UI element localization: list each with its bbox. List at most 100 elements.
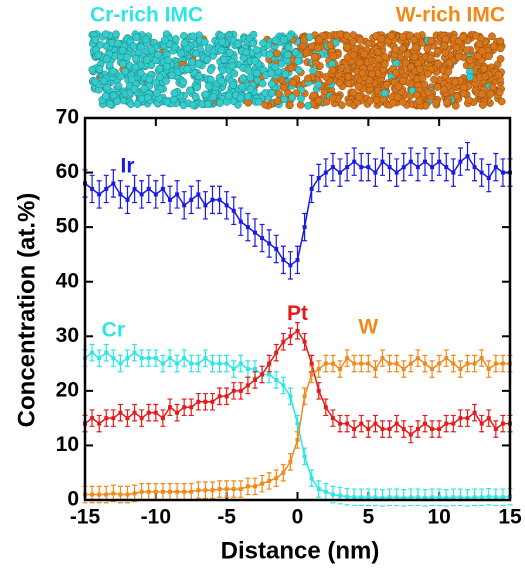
marker xyxy=(465,361,470,366)
marker xyxy=(104,416,109,421)
atom xyxy=(119,59,127,68)
marker xyxy=(281,339,286,344)
atom xyxy=(410,36,418,44)
marker xyxy=(203,399,208,404)
marker xyxy=(97,421,102,426)
marker xyxy=(345,494,350,499)
marker xyxy=(203,356,208,361)
marker xyxy=(380,159,385,164)
atom xyxy=(415,65,424,74)
atom xyxy=(160,36,169,45)
marker xyxy=(309,361,314,366)
atom xyxy=(91,77,100,86)
atom xyxy=(258,79,267,88)
atom xyxy=(113,97,122,106)
atom xyxy=(172,35,180,43)
marker xyxy=(224,361,229,366)
atom xyxy=(218,37,227,46)
atom xyxy=(183,65,192,73)
y-tick-label: 60 xyxy=(56,160,79,183)
legend-label: W xyxy=(358,316,378,339)
marker xyxy=(352,361,357,366)
marker xyxy=(345,356,350,361)
atom xyxy=(349,88,358,97)
marker xyxy=(458,416,463,421)
marker xyxy=(210,399,215,404)
marker xyxy=(437,159,442,164)
atom xyxy=(432,98,440,107)
atom xyxy=(365,76,374,85)
marker xyxy=(437,361,442,366)
marker xyxy=(430,495,435,500)
atom xyxy=(143,93,152,102)
x-tick-label: -5 xyxy=(217,506,236,529)
marker xyxy=(373,367,378,372)
marker xyxy=(451,421,456,426)
atom xyxy=(209,92,218,101)
marker xyxy=(437,495,442,500)
marker xyxy=(274,377,279,382)
atom xyxy=(129,42,138,50)
atom xyxy=(478,47,487,56)
atom xyxy=(445,58,454,67)
atom xyxy=(201,90,210,99)
annotation: Cr-rich IMC xyxy=(90,4,203,27)
marker xyxy=(281,470,286,475)
marker xyxy=(132,410,137,415)
marker xyxy=(330,492,335,497)
marker xyxy=(323,170,328,175)
marker xyxy=(330,361,335,366)
atom xyxy=(288,93,297,102)
marker xyxy=(302,339,307,344)
x-axis-label: Distance (nm) xyxy=(221,537,380,564)
marker xyxy=(451,170,456,175)
y-tick-label: 70 xyxy=(56,106,79,129)
marker xyxy=(231,487,236,492)
marker xyxy=(465,416,470,421)
atom xyxy=(288,78,297,87)
atom xyxy=(261,100,269,109)
marker xyxy=(359,421,364,426)
marker xyxy=(253,377,257,382)
atom xyxy=(249,30,258,39)
atom xyxy=(360,50,369,58)
atom xyxy=(310,53,319,61)
atom xyxy=(480,64,488,73)
atom xyxy=(217,46,226,55)
atom xyxy=(391,45,400,54)
atom xyxy=(497,97,506,106)
atom xyxy=(291,48,300,57)
atom xyxy=(322,73,330,81)
marker xyxy=(316,388,321,393)
atom xyxy=(478,101,487,109)
marker xyxy=(486,176,491,181)
marker xyxy=(267,241,272,246)
marker xyxy=(224,203,229,208)
atom xyxy=(271,36,280,45)
atom xyxy=(358,69,367,78)
marker xyxy=(196,399,201,404)
atom xyxy=(418,74,427,82)
atom xyxy=(113,39,122,48)
marker xyxy=(217,197,222,202)
atom xyxy=(309,91,318,100)
marker xyxy=(90,492,95,497)
marker xyxy=(182,405,187,410)
atom xyxy=(286,101,294,110)
marker xyxy=(302,394,307,399)
marker xyxy=(366,495,371,500)
marker xyxy=(345,421,350,426)
atom xyxy=(268,89,276,97)
atom xyxy=(336,30,345,39)
marker xyxy=(423,495,427,500)
atom xyxy=(220,55,228,64)
atom xyxy=(451,78,460,86)
marker xyxy=(458,159,463,164)
atom xyxy=(315,35,324,44)
y-tick-label: 50 xyxy=(56,215,79,238)
marker xyxy=(352,495,357,500)
atom xyxy=(424,88,433,97)
atom xyxy=(137,43,145,51)
atom xyxy=(489,42,498,51)
